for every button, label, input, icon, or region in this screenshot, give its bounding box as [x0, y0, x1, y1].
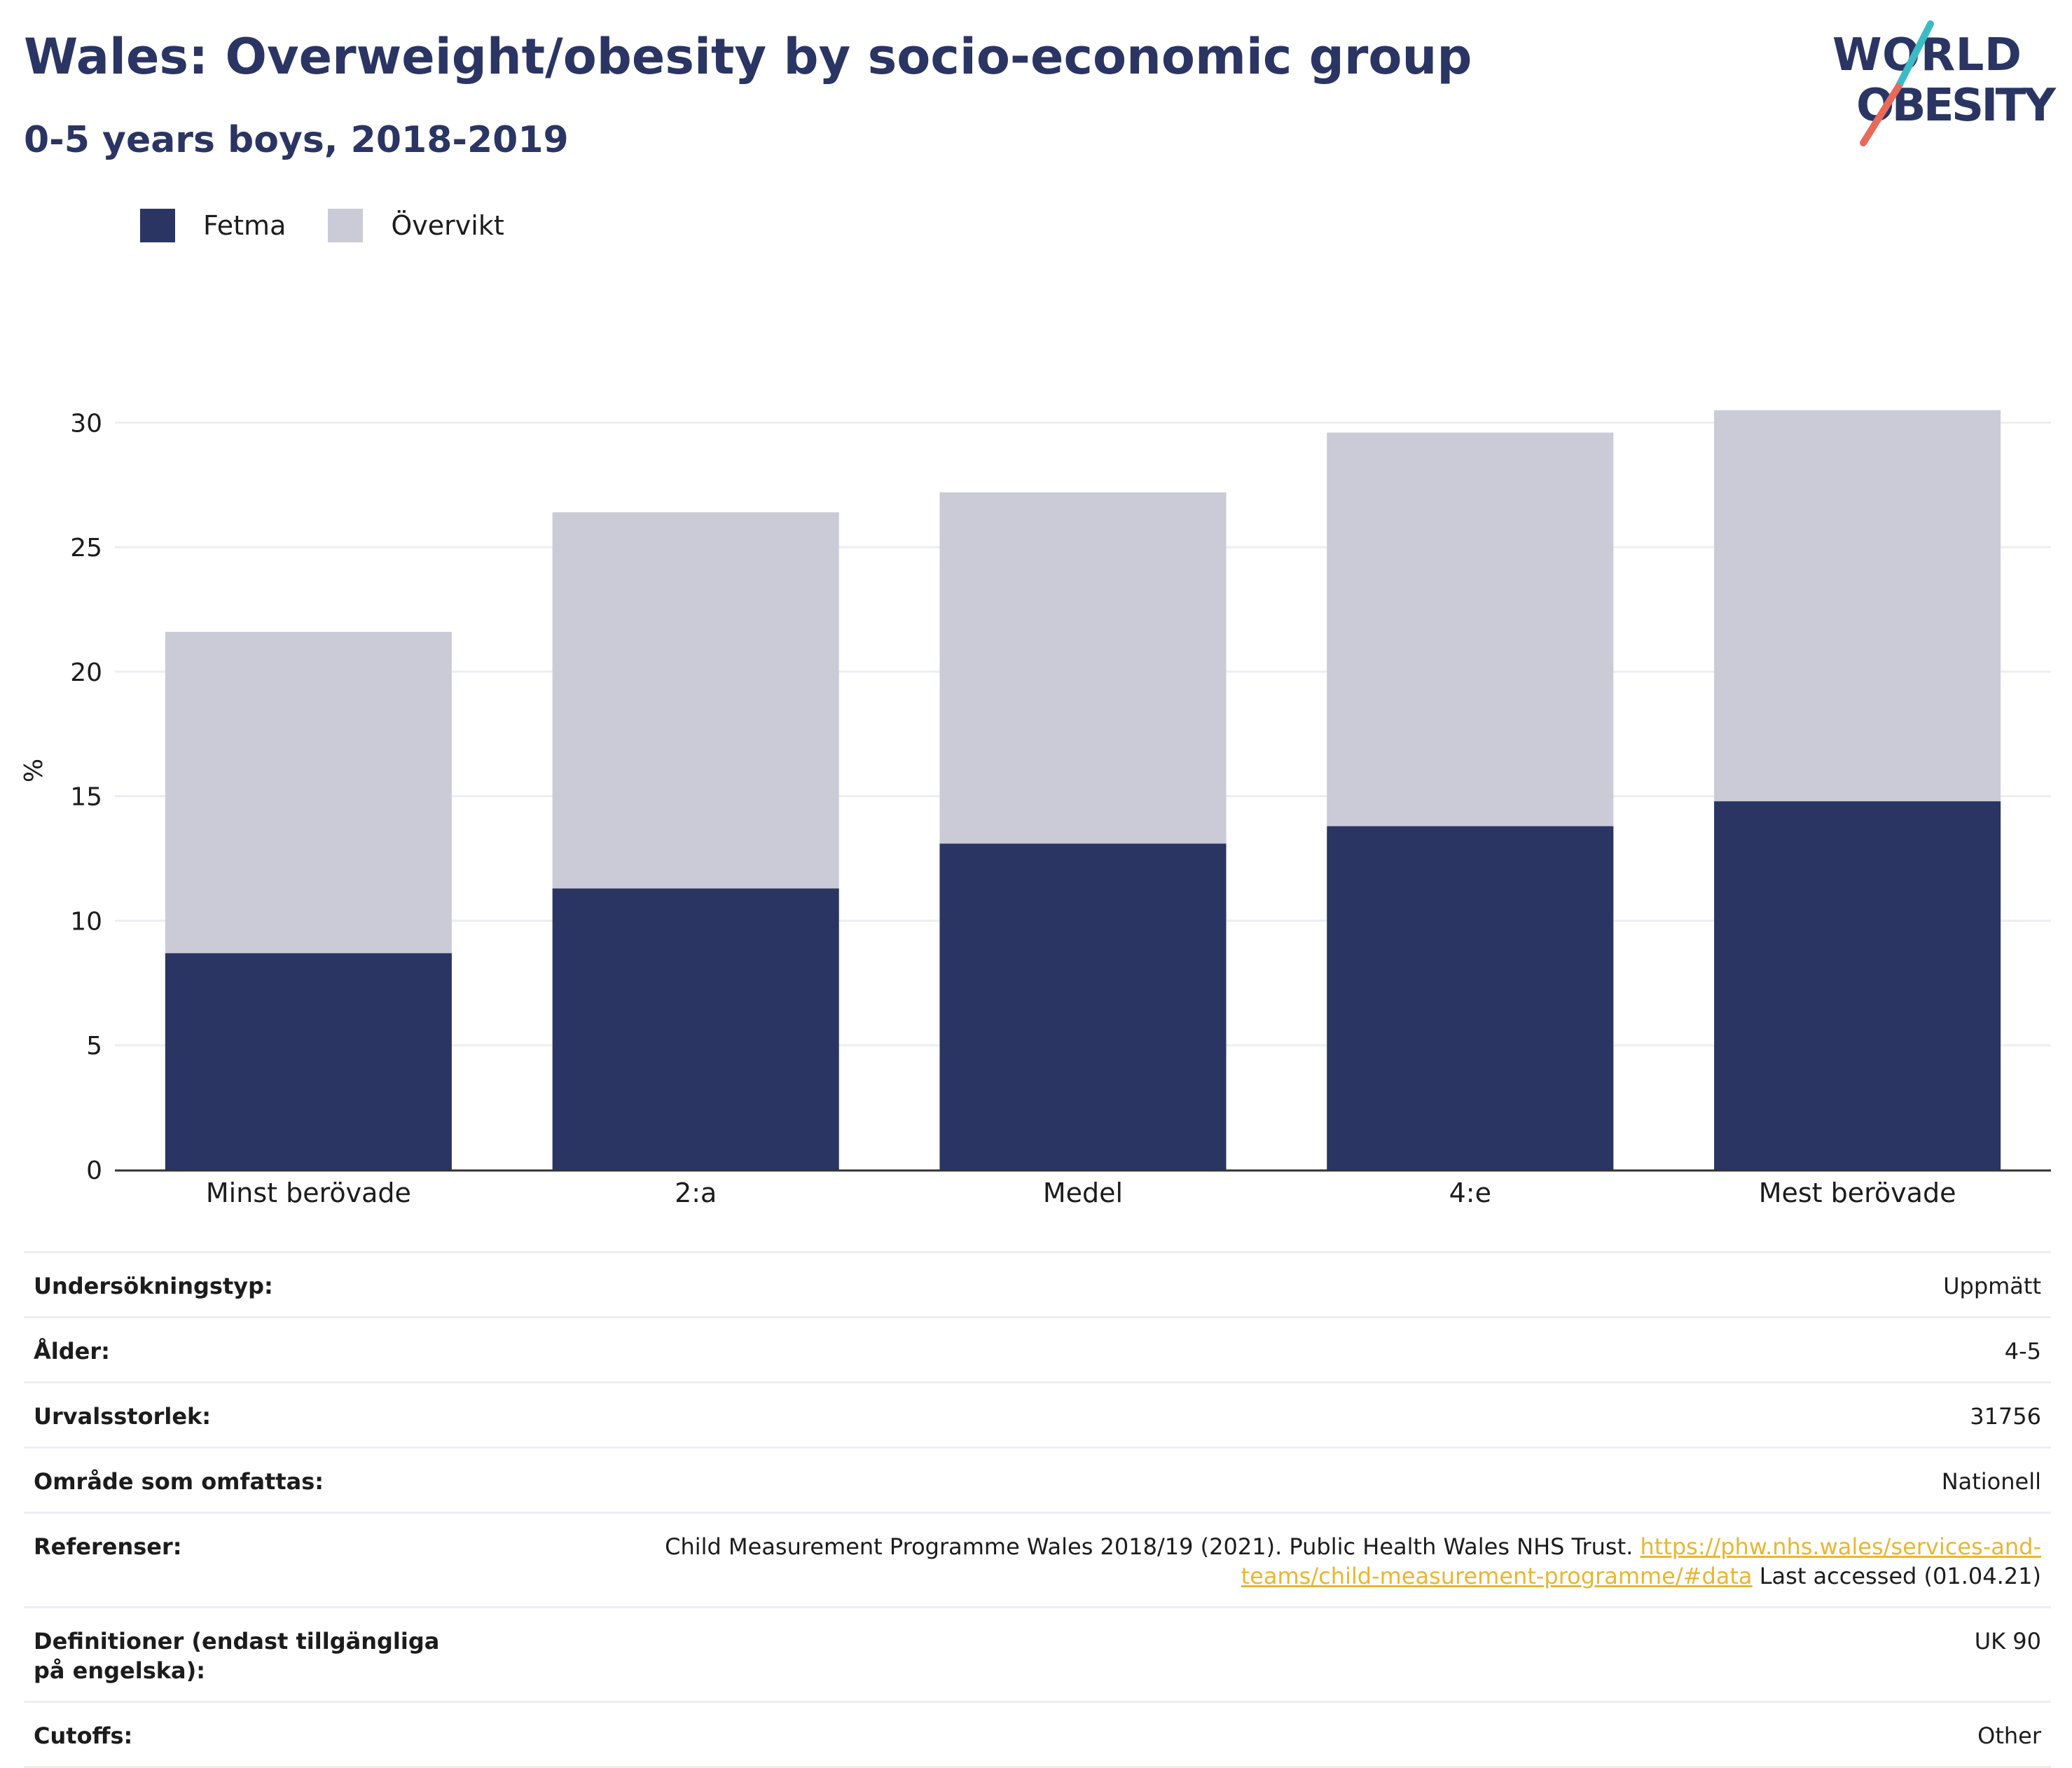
world-obesity-logo: WORLD OBESITY	[1832, 20, 2057, 146]
meta-value: UK 90	[478, 1606, 2051, 1703]
x-tick-label: 4:e	[1449, 1177, 1491, 1205]
x-tick-label: 2:a	[675, 1177, 717, 1205]
bar-overvikt[interactable]	[1714, 410, 2001, 801]
meta-row-sample-size: Urvalsstorlek: 31756	[24, 1381, 2051, 1449]
x-tick-label: Medel	[1043, 1177, 1123, 1205]
y-tick-label: 15	[70, 783, 102, 812]
reference-link-part-1: https://phw.nhs.wales/services-and-	[1640, 1533, 2041, 1560]
y-tick-labels: 0 5 10 15 20 25 30	[70, 409, 102, 1185]
reference-text: Child Measurement Programme Wales 2018/1…	[665, 1533, 1634, 1560]
meta-value: Other	[478, 1701, 2051, 1768]
reference-link-part-2: teams/child-measurement-programme/#data	[1241, 1563, 1753, 1589]
y-axis-title: %	[20, 759, 48, 782]
chart-legend: Fetma Övervikt	[140, 207, 546, 244]
y-tick-label: 20	[70, 658, 102, 687]
chart-subtitle: 0-5 years boys, 2018-2019	[24, 119, 569, 161]
meta-row-references: Referenser: Child Measurement Programme …	[24, 1512, 2051, 1608]
meta-value-references: Child Measurement Programme Wales 2018/1…	[478, 1512, 2051, 1608]
y-tick-label: 30	[70, 409, 102, 438]
meta-row-definitions: Definitioner (endast tillgängliga på eng…	[24, 1606, 2051, 1703]
bar-fetma[interactable]	[1327, 826, 1614, 1170]
bar-overvikt[interactable]	[165, 632, 452, 953]
legend-swatch-overvikt	[328, 209, 364, 242]
meta-row-area: Område som omfattas: Nationell	[24, 1446, 2051, 1514]
logo-slash-top	[1895, 20, 1934, 90]
legend-item-fetma[interactable]: Fetma	[140, 209, 286, 242]
meta-row-age: Ålder: 4-5	[24, 1316, 2051, 1383]
meta-label: Urvalsstorlek:	[24, 1381, 478, 1449]
meta-label: Cutoffs:	[24, 1701, 478, 1768]
bar-fetma[interactable]	[939, 843, 1227, 1170]
meta-label: Definitioner (endast tillgängliga på eng…	[24, 1606, 478, 1703]
meta-value: 4-5	[478, 1316, 2051, 1383]
y-tick-label: 5	[86, 1032, 102, 1061]
y-tick-label: 10	[70, 907, 102, 936]
meta-row-cutoffs: Cutoffs: Other	[24, 1701, 2051, 1768]
legend-label-fetma: Fetma	[203, 210, 286, 241]
reference-link[interactable]: https://phw.nhs.wales/services-and-teams…	[1241, 1533, 2041, 1589]
x-tick-label: Minst berövade	[206, 1177, 411, 1205]
bars	[165, 410, 2001, 1170]
bar-fetma[interactable]	[165, 953, 452, 1170]
bar-fetma[interactable]	[552, 888, 839, 1170]
meta-row-survey-type: Undersökningstyp: Uppmätt	[24, 1251, 2051, 1318]
y-tick-label: 25	[70, 534, 102, 562]
meta-label: Undersökningstyp:	[24, 1251, 478, 1318]
bar-overvikt[interactable]	[1327, 432, 1614, 827]
legend-swatch-fetma	[140, 209, 175, 242]
bar-overvikt[interactable]	[552, 512, 839, 889]
meta-value: 31756	[478, 1381, 2051, 1449]
bar-fetma[interactable]	[1714, 801, 2001, 1170]
bar-overvikt[interactable]	[939, 492, 1227, 844]
meta-label: Ålder:	[24, 1316, 478, 1383]
meta-value: Uppmätt	[478, 1251, 2051, 1318]
meta-label: Referenser:	[24, 1512, 478, 1608]
reference-last-accessed: Last accessed (01.04.21)	[1759, 1563, 2041, 1589]
x-tick-labels: Minst berövade 2:a Medel 4:e Mest berövade	[206, 1177, 1956, 1205]
meta-label: Område som omfattas:	[24, 1446, 478, 1514]
metadata-table: Undersökningstyp: Uppmätt Ålder: 4-5 Urv…	[24, 1251, 2051, 1768]
legend-label-overvikt: Övervikt	[391, 210, 504, 241]
logo-slash-bottom	[1860, 83, 1902, 146]
meta-value: Nationell	[478, 1446, 2051, 1514]
x-tick-label: Mest berövade	[1759, 1177, 1956, 1205]
y-tick-label: 0	[86, 1156, 102, 1185]
chart-title: Wales: Overweight/obesity by socio-econo…	[24, 28, 1472, 85]
stacked-bar-chart: 0 5 10 15 20 25 30 Minst berövade 2:a Medel 4:e Me…	[20, 409, 2051, 1205]
legend-item-overvikt[interactable]: Övervikt	[328, 209, 504, 242]
